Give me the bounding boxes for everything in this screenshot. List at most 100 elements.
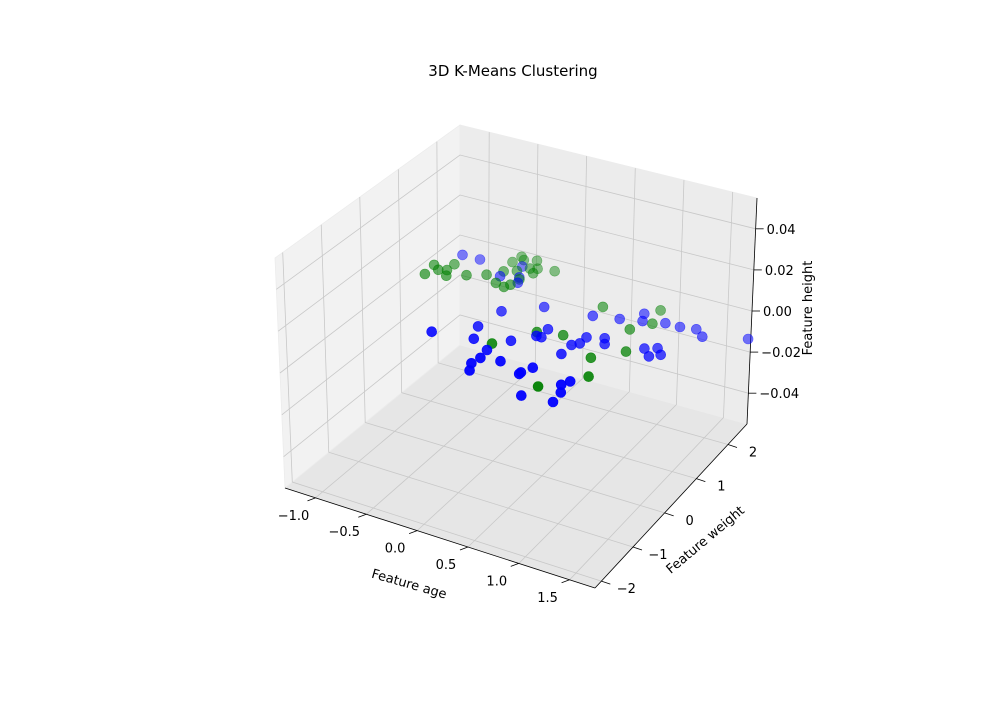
y-tick-label: 2 (749, 446, 757, 461)
scatter-point-blue (696, 331, 708, 343)
x-gridline (569, 192, 734, 581)
scatter-point-blue (457, 249, 468, 261)
scatter-point-blue (475, 352, 486, 364)
scatter-point-blue (527, 362, 539, 374)
z-tick-label: −0.04 (759, 387, 799, 402)
x-tick (459, 546, 469, 551)
scatter-point-green (419, 268, 431, 280)
x-tick-label: 0.5 (436, 558, 457, 573)
y-tick-label: −1 (648, 548, 667, 563)
z-gridline (276, 154, 756, 290)
scatter-point-green (432, 264, 444, 276)
scatter-point-green (532, 381, 544, 392)
x-tick (307, 497, 316, 502)
scatter-point-green (583, 371, 594, 382)
y-gridline (320, 224, 634, 548)
scatter-point-blue (555, 387, 567, 398)
z-tick-label: 0.04 (767, 223, 796, 238)
y-axis-line (594, 423, 748, 589)
scatter-point-blue (464, 365, 475, 376)
scatter-point-green (557, 329, 569, 341)
x-tick (408, 530, 418, 534)
scatter-point-blue (581, 332, 592, 343)
y-tick (696, 478, 706, 483)
scatter-point-blue (566, 339, 577, 351)
scatter-point-blue (643, 351, 655, 362)
z-tick-label: 0.00 (763, 305, 792, 320)
x-gridline (518, 180, 685, 564)
y-tick-label: 0 (686, 514, 694, 529)
scatter-point-blue (614, 313, 626, 325)
scatter-point-green (524, 263, 536, 274)
y-tick (601, 580, 611, 585)
chart-title: 3D K-Means Clustering (428, 62, 597, 80)
x-tick-label: 1.0 (486, 574, 507, 589)
z-axis-label: Feature height (801, 261, 816, 356)
x-tick (510, 563, 519, 567)
scatter-point-blue (655, 349, 667, 361)
scatter-point-green (440, 270, 452, 282)
scatter-point-green (531, 255, 543, 267)
scatter-point-blue (474, 254, 486, 265)
scatter-point-blue (538, 301, 550, 313)
scatter-point-green (461, 269, 472, 281)
x-gridline (467, 168, 636, 548)
scatter-point-green (549, 265, 561, 277)
scatter-point-green (498, 281, 510, 293)
scatter-point-green (516, 251, 527, 263)
z-gridline (277, 194, 754, 332)
scatter-point-blue (599, 338, 611, 350)
gridlines (276, 132, 756, 582)
x-tick (358, 513, 367, 518)
x-tick-label: −0.5 (329, 525, 361, 540)
scatter-point-blue (660, 317, 671, 329)
scatter-point-green (597, 301, 609, 313)
x-gridline (416, 156, 587, 531)
y-gridline (436, 141, 729, 445)
scatter-point-green (449, 258, 460, 270)
x-axis-line (284, 487, 596, 589)
scatter-points (419, 249, 754, 408)
axis-lines: −1.0 −0.5 0.0 0.5 1.0 1.5 −2 −1 0 1 2 −0.04 −0.02 0.0… (278, 197, 801, 606)
scatter-point-green (647, 318, 658, 330)
scatter-point-green (507, 256, 518, 268)
y-gridline (282, 252, 602, 582)
scatter-point-blue (531, 330, 542, 342)
scatter-point-green (518, 254, 530, 266)
scatter-point-blue (495, 355, 506, 367)
scatter-point-blue (556, 348, 567, 360)
scatter-point-green (532, 263, 543, 275)
scatter-point-blue (690, 323, 702, 335)
scatter-point-blue (468, 333, 480, 345)
y-tick-label: −2 (617, 582, 636, 597)
y-tick-label: 1 (717, 480, 725, 495)
scatter-point-green (655, 305, 666, 316)
scatter-point-blue (542, 323, 554, 335)
z-tick-label: 0.02 (765, 264, 794, 279)
scatter-point-blue (547, 396, 559, 408)
scatter-point-green (624, 324, 636, 335)
scatter-point-blue (426, 326, 438, 338)
y-tick (632, 546, 643, 551)
scatter-point-green (481, 269, 492, 281)
scatter-point-green (585, 352, 597, 364)
x-tick-label: 1.5 (537, 591, 558, 606)
scatter-point-blue (515, 390, 527, 401)
y-tick (727, 444, 738, 448)
x-tick-label: −1.0 (278, 509, 310, 524)
scatter-point-blue (472, 321, 484, 332)
x-tick-label: 0.0 (385, 542, 406, 557)
scatter-point-blue (481, 344, 493, 356)
scatter-point-blue (674, 321, 686, 333)
z-gridline (279, 234, 753, 374)
z-tick-label: −0.02 (761, 346, 801, 361)
y-tick (664, 512, 674, 517)
scatter-point-blue (564, 376, 576, 387)
z-gridline (283, 314, 749, 457)
scatter-point-blue (505, 335, 517, 347)
scatter-point-blue (637, 315, 648, 327)
scatter-point-blue (742, 333, 754, 345)
scatter-point-blue (496, 305, 507, 317)
scatter-point-blue (587, 310, 599, 322)
